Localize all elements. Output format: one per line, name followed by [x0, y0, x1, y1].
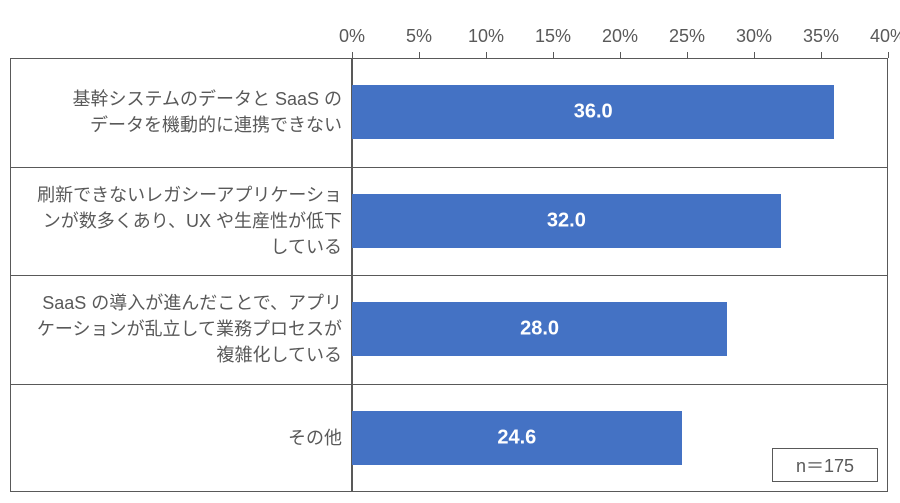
bar: 36.0: [352, 85, 834, 139]
x-axis-tick-label: 20%: [602, 26, 638, 47]
bar: 24.6: [352, 411, 682, 465]
x-axis-tick-label: 5%: [406, 26, 432, 47]
bar-value-label: 28.0: [520, 318, 559, 341]
sample-size-box: n＝175: [772, 448, 878, 482]
category-label: SaaS の導入が進んだことで、アプリケーションが乱立して業務プロセスが複雑化し…: [10, 275, 352, 384]
x-axis-tick-label: 15%: [535, 26, 571, 47]
bar-value-label: 32.0: [547, 209, 586, 232]
x-axis-tick-label: 40%: [870, 26, 900, 47]
x-axis-tick-mark: [888, 52, 889, 58]
bar: 28.0: [352, 302, 727, 356]
x-axis-tick-label: 10%: [468, 26, 504, 47]
category-label: 刷新できないレガシーアプリケーションが数多くあり、UX や生産性が低下している: [10, 167, 352, 276]
bar-value-label: 36.0: [574, 101, 613, 124]
x-axis-tick-label: 30%: [736, 26, 772, 47]
category-label: 基幹システムのデータと SaaS のデータを機動的に連携できない: [10, 58, 352, 167]
bar-chart: 0% 5% 10% 15% 20% 25% 30% 35% 40% 基幹システムのデータと Sa…: [0, 0, 900, 503]
category-label: その他: [10, 384, 352, 493]
bar-value-label: 24.6: [497, 426, 536, 449]
x-axis-tick-label: 35%: [803, 26, 839, 47]
bar: 32.0: [352, 194, 781, 248]
x-axis-tick-label: 0%: [339, 26, 365, 47]
x-axis-tick-label: 25%: [669, 26, 705, 47]
sample-size-label: n＝175: [796, 452, 854, 478]
